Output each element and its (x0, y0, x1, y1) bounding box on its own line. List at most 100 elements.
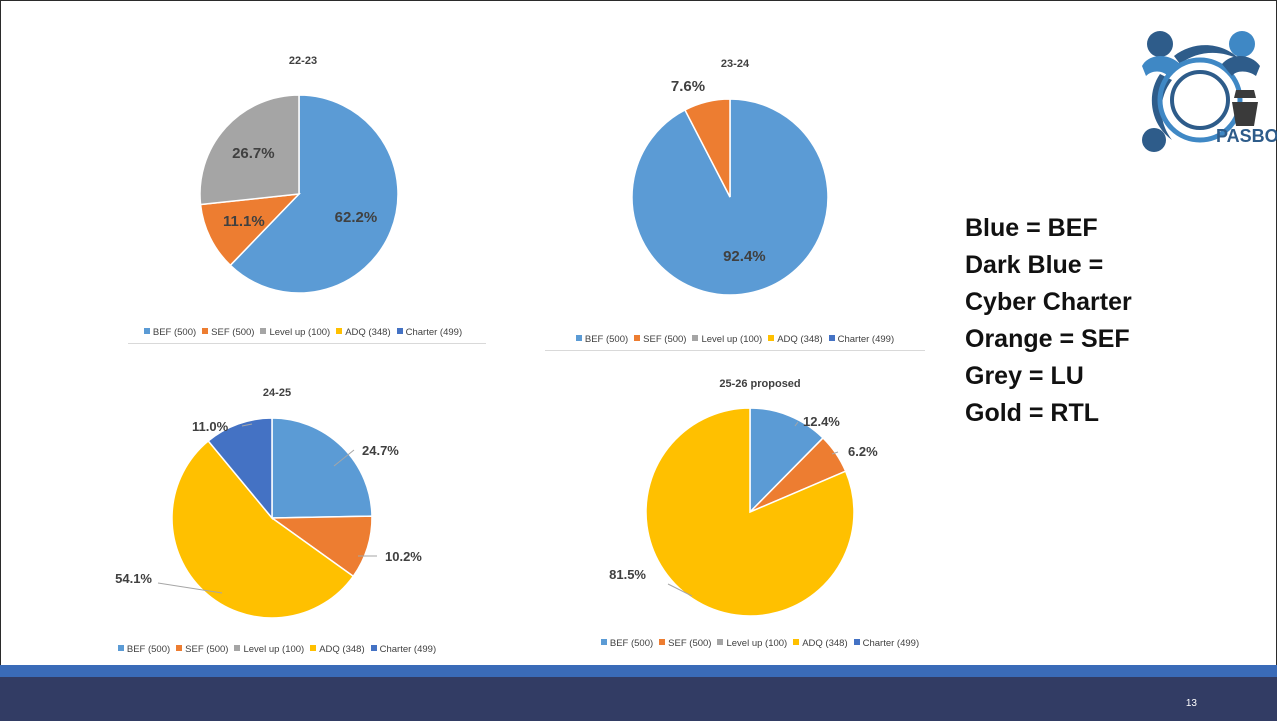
logo-person-body (1222, 55, 1260, 76)
legend-label: SEF (500) (643, 334, 687, 345)
footer-bar (0, 677, 1277, 721)
data-label: 12.4% (803, 414, 840, 429)
color-key-line: Cyber Charter (965, 288, 1132, 316)
chart-legend: BEF (500) SEF (500) Level up (100) ADQ (348… (570, 638, 950, 649)
footer-accent-stripe (0, 665, 1277, 677)
legend-label: SEF (500) (211, 327, 255, 338)
legend-item: BEF (500) (143, 327, 197, 338)
legend-swatch (828, 335, 835, 342)
pie-slice (229, 94, 399, 294)
legend-item: Level up (100) (260, 327, 330, 338)
legend-divider (545, 350, 925, 351)
chart-legend: BEF (500) SEF (500) Level up (100) ADQ (348… (120, 327, 486, 338)
legend-item: SEF (500) (176, 644, 228, 655)
color-key-line: Dark Blue = (965, 251, 1104, 279)
legend-swatch (143, 328, 150, 335)
legend-swatch (396, 328, 403, 335)
logo-person-body (1142, 55, 1180, 76)
logo-person-head (1229, 31, 1255, 57)
data-label: 92.4% (723, 248, 766, 265)
legend-item: BEF (500) (117, 644, 171, 655)
color-key-line: Orange = SEF (965, 325, 1130, 353)
data-label: 54.1% (115, 571, 152, 586)
chart-legend: BEF (500) SEF (500) Level up (100) ADQ (348… (545, 334, 925, 345)
legend-label: Charter (499) (379, 644, 437, 655)
pie-slice (199, 94, 300, 206)
logo-inner-ring (1170, 70, 1230, 130)
data-label: 11.1% (223, 213, 265, 230)
legend-item: Level up (100) (234, 644, 304, 655)
pie-slice (683, 98, 731, 198)
legend-swatch (575, 335, 582, 342)
logo-swoosh-top (1174, 45, 1240, 64)
legend-label: ADQ (348) (319, 644, 365, 655)
leader-line (333, 449, 355, 467)
legend-item: Charter (499) (396, 327, 463, 338)
color-key-line: Gold = RTL (965, 399, 1100, 427)
legend-swatch (370, 645, 377, 652)
logo-person-head (1147, 31, 1173, 57)
logo-keystone-icon (1232, 102, 1258, 126)
legend-swatch (310, 645, 317, 652)
legend-swatch (260, 328, 267, 335)
legend-label: Level up (100) (726, 638, 788, 649)
leader-line (157, 582, 223, 594)
data-label: 24.7% (362, 443, 399, 458)
logo-wordmark: PASBO (1216, 126, 1277, 146)
pie-slice (645, 407, 855, 617)
pie-plot: 24.7% 10.2% 54.1% 11.0% (115, 417, 422, 619)
pie-plot: 12.4% 6.2% 81.5% (609, 407, 878, 617)
legend-item: SEF (500) (634, 334, 686, 345)
legend-label: Level up (100) (243, 644, 305, 655)
pie-chart-24-25: 24-25 24.7% 10.2% 54.1% 11.0% BEF (500) SEF … (92, 378, 462, 663)
leader-line (241, 423, 253, 427)
legend-swatch (234, 645, 241, 652)
legend-swatch (659, 639, 666, 646)
legend-swatch (336, 328, 343, 335)
data-label: 62.2% (335, 209, 378, 226)
data-label: 7.6% (671, 78, 705, 95)
pasbo-logo: PASBO (1142, 31, 1277, 152)
chart-title: 25-26 proposed (719, 378, 801, 390)
page-number: 13 (1185, 698, 1197, 709)
logo-keystone-top (1234, 90, 1256, 98)
legend-swatch (634, 335, 641, 342)
legend-swatch (117, 645, 124, 652)
legend-label: BEF (500) (126, 644, 171, 655)
legend-swatch (176, 645, 183, 652)
leader-line (831, 451, 839, 455)
legend-item: Charter (499) (853, 638, 920, 649)
legend-swatch (600, 639, 607, 646)
legend-label: Charter (499) (837, 334, 895, 345)
legend-label: BEF (500) (152, 327, 197, 338)
pie-plot: 62.2% 11.1% 26.7% (199, 94, 399, 294)
legend-item: ADQ (348) (336, 327, 391, 338)
data-label: 6.2% (848, 444, 878, 459)
legend-item: Level up (100) (692, 334, 762, 345)
pie-slice (207, 417, 273, 521)
legend-label: Charter (499) (862, 638, 920, 649)
legend-item: Level up (100) (717, 638, 787, 649)
pie-chart-22-23: 22-23 62.2% 11.1% 26.7% BEF (500) SEF (500)… (120, 45, 486, 345)
chart-legend: BEF (500) SEF (500) Level up (100) ADQ (348… (92, 644, 462, 655)
legend-item: Charter (499) (370, 644, 437, 655)
logo-swoosh-left (1151, 74, 1172, 140)
chart-title: 22-23 (288, 55, 318, 67)
legend-item: BEF (500) (575, 334, 628, 345)
color-key-line: Blue = BEF (965, 214, 1098, 242)
pie-chart-23-24: 23-24 92.4% 7.6% BEF (500) SEF (500) Level … (545, 45, 925, 355)
pie-slice (171, 439, 355, 619)
data-label: 11.0% (192, 419, 229, 434)
pie-slice (199, 193, 301, 267)
legend-swatch (717, 639, 724, 646)
legend-swatch (853, 639, 860, 646)
chart-title: 24-25 (262, 387, 292, 399)
legend-item: SEF (500) (659, 638, 711, 649)
leader-line (794, 421, 799, 427)
legend-swatch (768, 335, 775, 342)
legend-label: SEF (500) (185, 644, 229, 655)
legend-item: ADQ (348) (768, 334, 823, 345)
legend-label: Charter (499) (405, 327, 463, 338)
legend-item: Charter (499) (828, 334, 895, 345)
